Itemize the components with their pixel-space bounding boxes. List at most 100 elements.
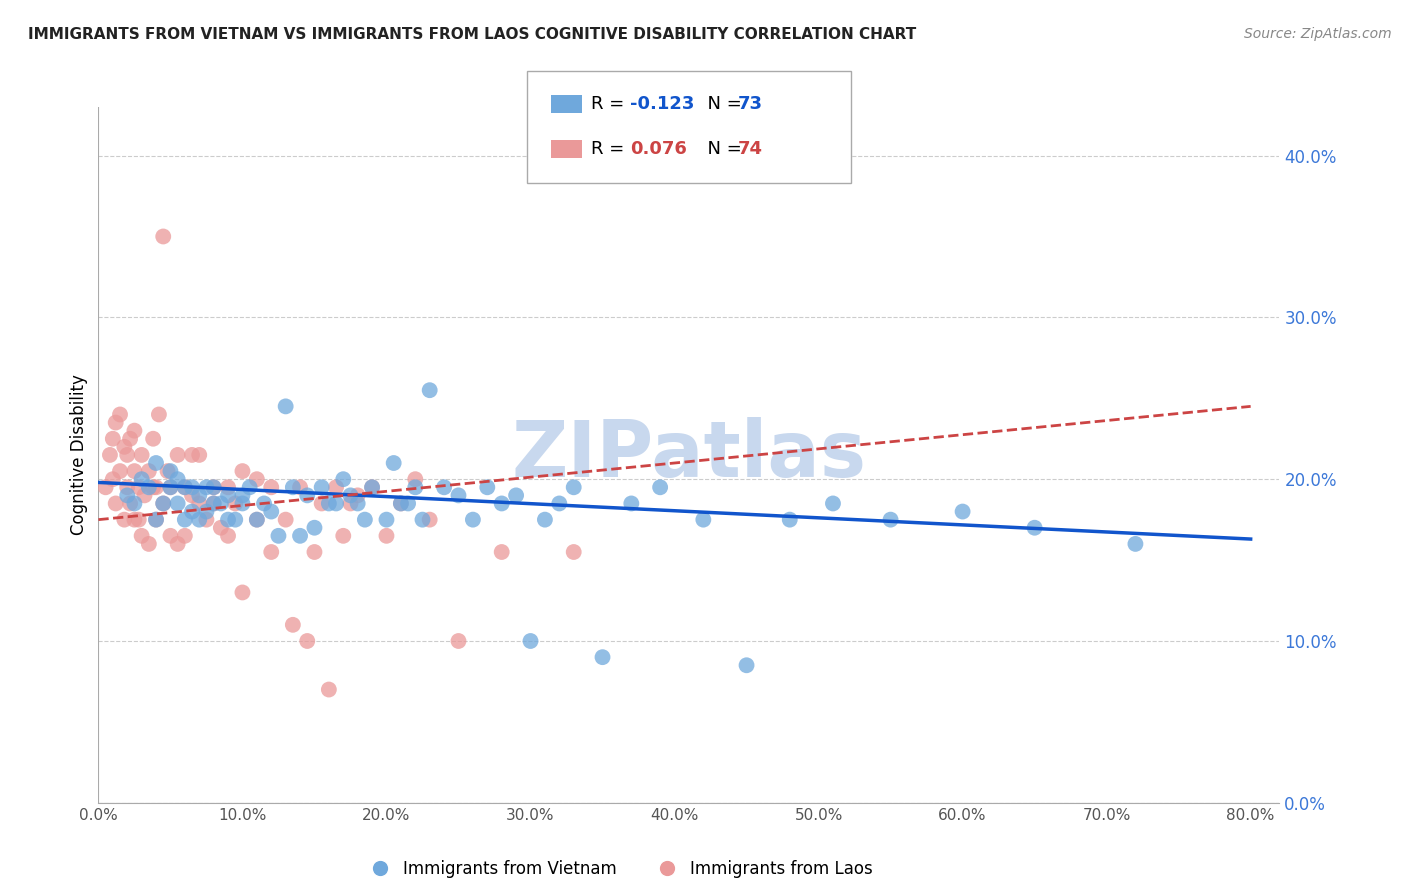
- Point: [354, 513, 377, 527]
- Point: [112, 440, 135, 454]
- Point: [131, 448, 153, 462]
- Point: [411, 513, 433, 527]
- Point: [159, 464, 181, 478]
- Point: [217, 529, 239, 543]
- Point: [253, 496, 276, 510]
- Y-axis label: Cognitive Disability: Cognitive Disability: [70, 375, 89, 535]
- Point: [779, 513, 801, 527]
- Text: ZIPatlas: ZIPatlas: [512, 417, 866, 493]
- Point: [325, 480, 347, 494]
- Point: [346, 488, 368, 502]
- Point: [145, 513, 167, 527]
- Point: [505, 488, 527, 502]
- Point: [159, 529, 181, 543]
- Point: [447, 488, 470, 502]
- Point: [274, 513, 297, 527]
- Point: [128, 513, 150, 527]
- Point: [404, 480, 426, 494]
- Text: 0.076: 0.076: [630, 140, 686, 158]
- Point: [94, 480, 117, 494]
- Point: [202, 480, 225, 494]
- Point: [145, 456, 167, 470]
- Point: [311, 480, 333, 494]
- Point: [519, 634, 541, 648]
- Point: [274, 400, 297, 414]
- Point: [115, 480, 138, 494]
- Point: [188, 448, 211, 462]
- Point: [124, 464, 146, 478]
- Point: [821, 496, 844, 510]
- Point: [534, 513, 557, 527]
- Point: [419, 383, 441, 397]
- Point: [195, 513, 218, 527]
- Point: [181, 504, 204, 518]
- Point: [128, 480, 150, 494]
- Point: [318, 496, 340, 510]
- Point: [246, 472, 269, 486]
- Point: [1125, 537, 1147, 551]
- Point: [650, 480, 672, 494]
- Point: [202, 496, 225, 510]
- Point: [166, 537, 188, 551]
- Point: [104, 416, 127, 430]
- Text: IMMIGRANTS FROM VIETNAM VS IMMIGRANTS FROM LAOS COGNITIVE DISABILITY CORRELATION: IMMIGRANTS FROM VIETNAM VS IMMIGRANTS FR…: [28, 27, 917, 42]
- Point: [304, 521, 326, 535]
- Point: [281, 617, 304, 632]
- Point: [188, 496, 211, 510]
- Point: [188, 488, 211, 502]
- Point: [389, 496, 412, 510]
- Point: [346, 496, 368, 510]
- Point: [224, 496, 246, 510]
- Point: [491, 496, 513, 510]
- Point: [159, 480, 181, 494]
- Point: [548, 496, 571, 510]
- Point: [156, 464, 179, 478]
- Point: [224, 513, 246, 527]
- Point: [120, 496, 142, 510]
- Point: [124, 513, 146, 527]
- Text: R =: R =: [591, 140, 630, 158]
- Point: [98, 448, 121, 462]
- Point: [166, 448, 188, 462]
- Point: [339, 488, 361, 502]
- Point: [188, 513, 211, 527]
- Point: [332, 472, 354, 486]
- Point: [433, 480, 456, 494]
- Point: [375, 529, 398, 543]
- Point: [134, 488, 156, 502]
- Text: R =: R =: [591, 95, 630, 113]
- Text: 74: 74: [738, 140, 763, 158]
- Point: [318, 682, 340, 697]
- Point: [361, 480, 384, 494]
- Point: [260, 504, 283, 518]
- Point: [142, 480, 165, 494]
- Text: -0.123: -0.123: [630, 95, 695, 113]
- Point: [267, 529, 290, 543]
- Point: [692, 513, 714, 527]
- Point: [239, 480, 262, 494]
- Point: [1024, 521, 1046, 535]
- Point: [159, 480, 181, 494]
- Point: [231, 496, 253, 510]
- Point: [297, 634, 319, 648]
- Point: [562, 480, 585, 494]
- Text: 73: 73: [738, 95, 763, 113]
- Point: [209, 496, 232, 510]
- Point: [361, 480, 384, 494]
- Point: [562, 545, 585, 559]
- Point: [101, 472, 124, 486]
- Point: [138, 537, 160, 551]
- Point: [104, 496, 127, 510]
- Point: [148, 408, 170, 422]
- Point: [735, 658, 758, 673]
- Point: [202, 480, 225, 494]
- Point: [181, 480, 204, 494]
- Point: [108, 464, 131, 478]
- Point: [332, 529, 354, 543]
- Point: [120, 432, 142, 446]
- Point: [231, 464, 253, 478]
- Point: [108, 408, 131, 422]
- Point: [115, 448, 138, 462]
- Point: [952, 504, 974, 518]
- Point: [173, 529, 195, 543]
